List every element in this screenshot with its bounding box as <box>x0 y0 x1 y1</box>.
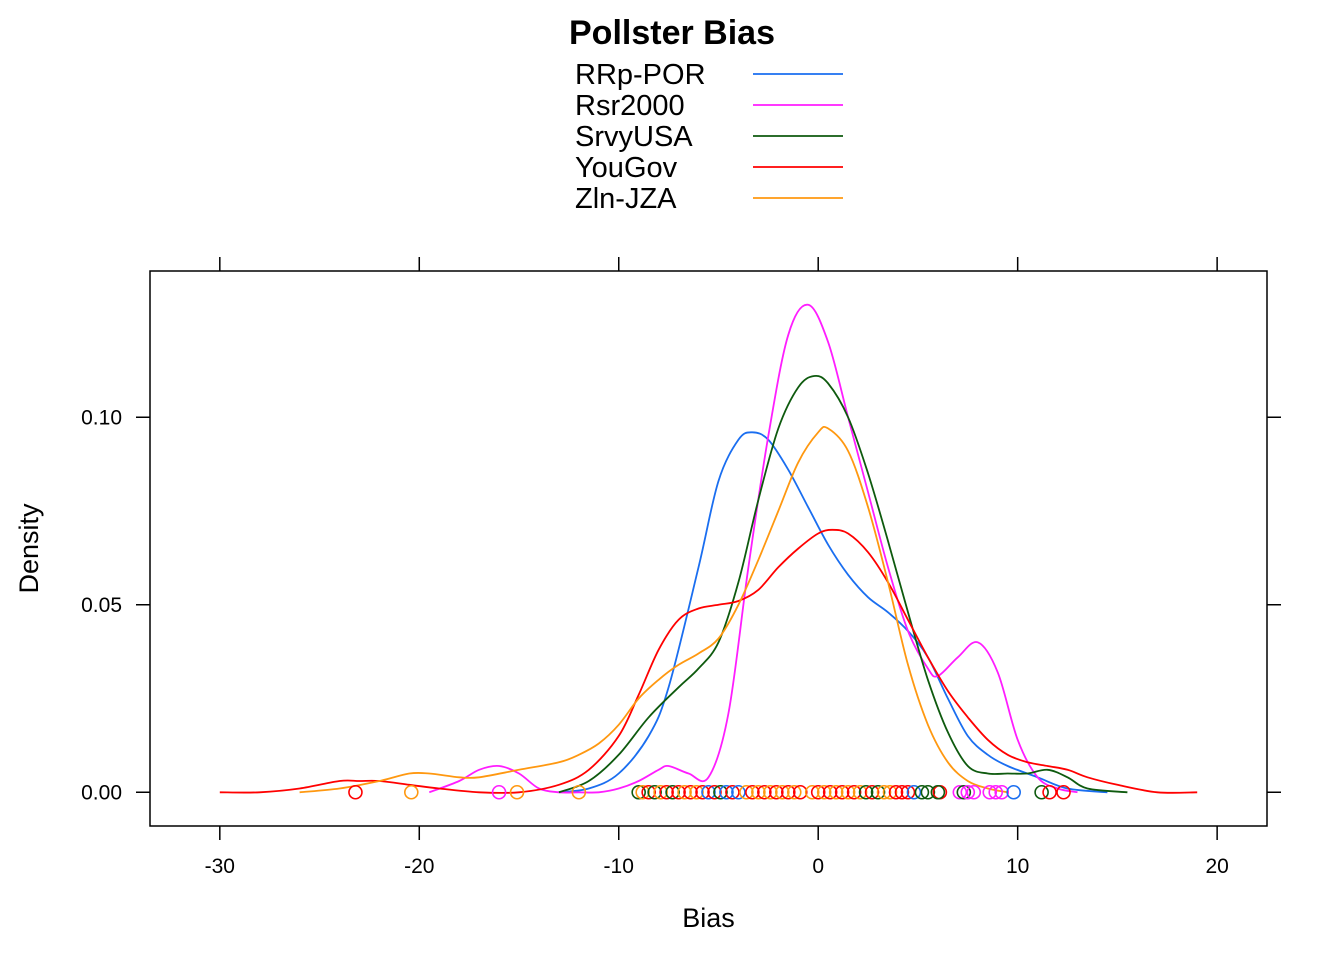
rug-point <box>852 784 868 800</box>
rug-point <box>775 784 790 800</box>
rug-point <box>665 784 680 800</box>
rug-point <box>906 784 922 800</box>
y-tick-label: 0.05 <box>81 594 122 617</box>
rug-point <box>930 784 946 800</box>
rug-point <box>731 784 746 800</box>
x-tick-label: -10 <box>604 855 634 878</box>
rug-point <box>952 784 968 800</box>
rug-point <box>509 784 525 800</box>
rug-point <box>822 784 838 800</box>
x-tick-label: -30 <box>205 855 235 878</box>
rug-point <box>403 784 419 800</box>
chart-title: Pollster Bias <box>569 14 775 52</box>
density-line-zln-jza <box>299 425 1008 794</box>
rug-points <box>348 784 1071 800</box>
rug-point <box>828 784 844 800</box>
rug-point <box>920 784 936 800</box>
rug-point <box>966 784 982 800</box>
rug-point <box>914 784 930 800</box>
rug-point <box>751 784 766 800</box>
rug-point <box>846 784 862 800</box>
rug-point <box>810 784 826 800</box>
density-curves <box>219 303 1198 794</box>
rug-point <box>786 784 802 800</box>
rug-point <box>757 784 772 800</box>
rug-point <box>739 784 754 800</box>
rug-point <box>677 784 692 800</box>
rug-point <box>894 784 910 800</box>
rug-point <box>870 784 886 800</box>
rug-point <box>719 784 734 800</box>
rug-point <box>988 784 1004 800</box>
rug-point <box>1006 784 1021 800</box>
axis-ticks: -30 -20 -10 0 10 20 0.00 0.05 0.10 <box>81 257 1281 878</box>
density-line-srvyusa <box>558 374 1128 794</box>
y-tick-label: 0.00 <box>81 781 122 804</box>
legend-label: SrvyUSA <box>575 121 693 153</box>
rug-point <box>960 784 976 800</box>
rug-point <box>653 784 668 800</box>
legend-label: Rsr2000 <box>575 90 685 122</box>
rug-point <box>701 784 716 800</box>
density-line-yougov <box>219 528 1198 794</box>
legend-label: YouGov <box>575 152 678 184</box>
rug-point <box>635 784 650 800</box>
rug-point <box>725 784 740 800</box>
rug-point <box>1056 784 1071 800</box>
rug-point <box>641 784 656 800</box>
x-tick-label: 0 <box>812 855 824 878</box>
rug-point <box>1042 784 1057 800</box>
rug-point <box>763 784 778 800</box>
rug-point <box>780 784 796 800</box>
rug-point <box>671 784 686 800</box>
legend-label: RRp-POR <box>575 59 706 91</box>
rug-point <box>888 784 904 800</box>
rug-point <box>816 784 832 800</box>
rug-point <box>689 784 704 800</box>
rug-point <box>348 784 363 800</box>
rug-point <box>713 784 728 800</box>
rug-point <box>659 784 674 800</box>
rug-point <box>982 784 998 800</box>
rug-point <box>683 784 698 800</box>
rug-point <box>840 784 856 800</box>
rug-point <box>858 784 874 800</box>
x-axis-label: Bias <box>682 903 735 933</box>
density-line-rrp-por <box>558 431 1108 794</box>
x-tick-label: 10 <box>1006 855 1029 878</box>
rug-point <box>834 784 850 800</box>
rug-point <box>900 784 916 800</box>
plot-frame <box>149 270 1268 827</box>
rug-point <box>571 784 587 800</box>
rug-point <box>956 784 972 800</box>
rug-point <box>707 784 722 800</box>
y-tick-label: 0.10 <box>81 406 122 429</box>
rug-point <box>994 784 1010 800</box>
rug-point <box>882 784 898 800</box>
rug-point <box>1034 784 1049 800</box>
rug-point <box>745 784 760 800</box>
density-line-rsr2000 <box>428 303 1078 794</box>
rug-point <box>631 784 646 800</box>
rug-point <box>876 784 892 800</box>
rug-point <box>804 784 820 800</box>
rug-point <box>491 784 507 800</box>
rug-point <box>792 784 808 800</box>
rug-point <box>864 784 880 800</box>
rug-point <box>769 784 784 800</box>
rug-point <box>647 784 662 800</box>
legend-label: Zln-JZA <box>575 183 677 215</box>
x-tick-label: -20 <box>404 855 434 878</box>
y-axis-label: Density <box>14 503 44 594</box>
x-tick-label: 20 <box>1205 855 1228 878</box>
rug-point <box>695 784 710 800</box>
